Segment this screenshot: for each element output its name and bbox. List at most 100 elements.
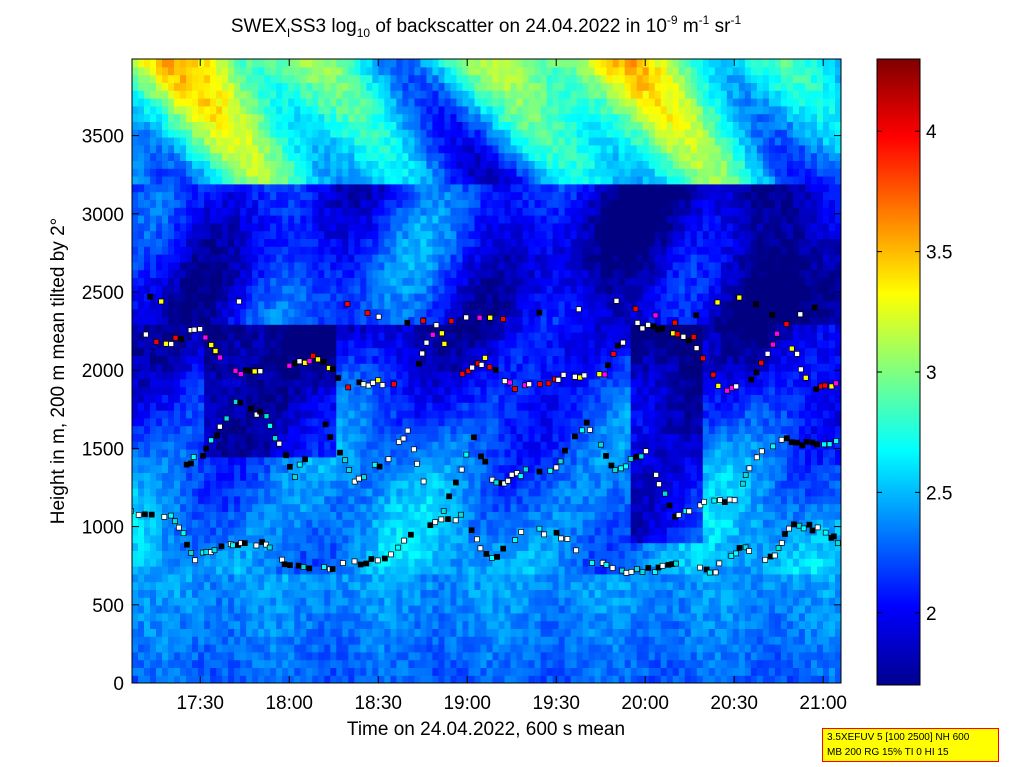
heatmap-cell <box>222 472 229 481</box>
heatmap-cell <box>228 495 235 505</box>
heatmap-cell <box>474 176 482 185</box>
heatmap-cell <box>132 215 139 224</box>
heatmap-cell <box>390 246 397 255</box>
heatmap-cell <box>240 199 247 208</box>
heatmap-cell <box>408 355 415 364</box>
heatmap-cell <box>390 183 397 193</box>
heatmap-cell <box>234 558 241 567</box>
heatmap-cell <box>342 74 349 83</box>
heatmap-cell <box>462 495 470 505</box>
heatmap-cell <box>222 66 229 76</box>
heatmap-cell <box>324 667 331 676</box>
heatmap-cell <box>198 66 205 76</box>
heatmap-cell <box>336 612 343 622</box>
heatmap-cell <box>456 191 464 200</box>
heatmap-cell <box>372 534 379 544</box>
heatmap-cell <box>198 90 205 99</box>
heatmap-cell <box>498 425 506 434</box>
heatmap-cell <box>180 659 187 668</box>
heatmap-cell <box>354 137 361 146</box>
heatmap-cell <box>246 644 253 653</box>
heatmap-cell <box>132 347 139 356</box>
heatmap-cell <box>450 612 458 622</box>
heatmap-cell <box>258 363 265 372</box>
heatmap-cell <box>162 269 169 278</box>
heatmap-cell <box>432 207 440 216</box>
heatmap-cell <box>318 441 325 450</box>
heatmap-cell <box>342 246 349 255</box>
heatmap-cell <box>192 300 199 310</box>
heatmap-cell <box>138 215 145 224</box>
heatmap-cell <box>264 417 271 427</box>
heatmap-cell <box>234 589 241 598</box>
heatmap-cell <box>468 402 476 411</box>
heatmap-cell <box>174 191 181 200</box>
heatmap-cell <box>480 620 488 629</box>
heatmap-cell <box>288 199 295 208</box>
heatmap-cell <box>432 605 440 614</box>
heatmap-cell <box>234 566 241 575</box>
heatmap-cell <box>468 332 476 341</box>
heatmap-cell <box>144 472 151 481</box>
heatmap-cell <box>444 628 452 637</box>
heatmap-cell <box>378 300 385 310</box>
heatmap-cell <box>432 589 440 598</box>
heatmap-cell <box>210 222 217 232</box>
heatmap-cell <box>468 644 476 653</box>
heatmap-cell <box>480 566 488 575</box>
heatmap-cell <box>222 238 229 247</box>
heatmap-cell <box>282 191 289 200</box>
heatmap-cell <box>354 550 361 559</box>
heatmap-cell <box>420 573 428 583</box>
heatmap-cell <box>312 651 319 661</box>
heatmap-cell <box>276 183 283 193</box>
heatmap-cell <box>276 410 283 419</box>
heatmap-cell <box>414 675 422 683</box>
heatmap-cell <box>468 277 476 286</box>
heatmap-cell <box>222 254 229 263</box>
heatmap-cell <box>240 332 247 341</box>
heatmap-cell <box>186 394 193 403</box>
heatmap-cell <box>330 511 337 520</box>
heatmap-cell <box>306 417 313 427</box>
heatmap-cell <box>372 675 379 683</box>
heatmap-cell <box>222 394 229 403</box>
heatmap-cell <box>480 605 488 614</box>
heatmap-cell <box>300 355 307 364</box>
heatmap-cell <box>480 222 488 232</box>
heatmap-cell <box>420 324 428 333</box>
heatmap-cell <box>456 339 464 349</box>
heatmap-cell <box>222 113 229 122</box>
heatmap-cell <box>180 480 187 489</box>
heatmap-cell <box>414 534 422 544</box>
heatmap-cell <box>318 261 325 271</box>
heatmap-cell <box>276 277 283 286</box>
heatmap-cell <box>192 59 199 68</box>
heatmap-cell <box>390 230 397 239</box>
heatmap-cell <box>240 558 247 567</box>
heatmap-cell <box>234 324 241 333</box>
heatmap-cell <box>132 129 139 138</box>
heatmap-cell <box>312 675 319 683</box>
heatmap-cell <box>354 129 361 138</box>
heatmap-cell <box>186 675 193 683</box>
heatmap-cell <box>408 176 415 185</box>
heatmap-cell <box>264 332 271 341</box>
heatmap-cell <box>384 628 391 637</box>
heatmap-cell <box>456 636 464 645</box>
heatmap-cell <box>330 316 337 325</box>
heatmap-cell <box>312 300 319 310</box>
heatmap-cell <box>360 573 367 583</box>
heatmap-cell <box>366 456 373 466</box>
heatmap-cell <box>318 121 325 130</box>
heatmap-cell <box>276 230 283 239</box>
heatmap-cell <box>438 456 446 466</box>
heatmap-cell <box>390 152 397 161</box>
heatmap-cell <box>354 277 361 286</box>
heatmap-cell <box>456 386 464 395</box>
heatmap-cell <box>444 441 452 450</box>
heatmap-cell <box>156 285 163 294</box>
heatmap-cell <box>240 566 247 575</box>
heatmap-cell <box>318 651 325 661</box>
heatmap-cell <box>444 300 452 310</box>
